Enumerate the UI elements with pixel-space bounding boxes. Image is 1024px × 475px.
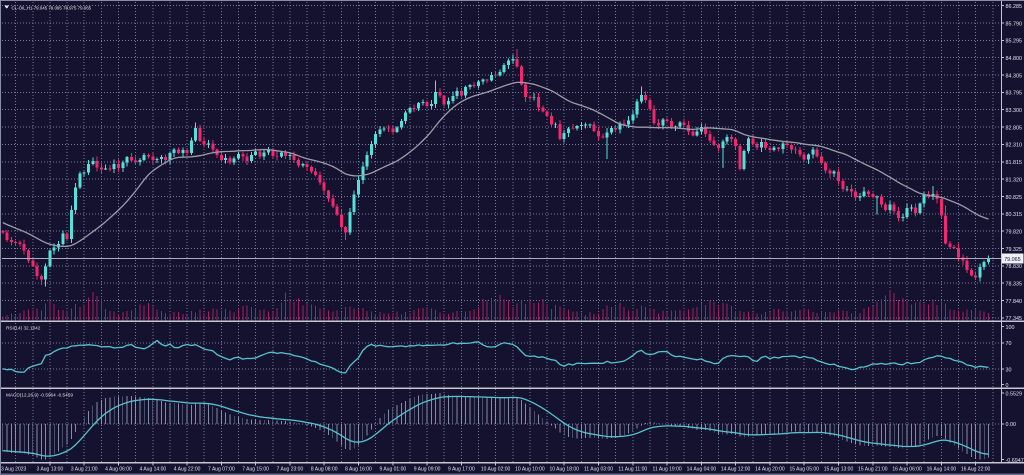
svg-text:15 Aug 21:00: 15 Aug 21:00 <box>858 467 888 473</box>
svg-text:85.295: 85.295 <box>1006 39 1023 45</box>
svg-text:85.790: 85.790 <box>1006 21 1023 27</box>
svg-text:CL-OIL,H1 79.045 79.095 78.97: CL-OIL,H1 79.045 79.095 78.975 79.065 <box>12 5 92 10</box>
svg-text:3 Aug 13:00: 3 Aug 13:00 <box>37 467 64 473</box>
svg-text:15 Aug 05:00: 15 Aug 05:00 <box>789 467 819 473</box>
svg-text:0.5529: 0.5529 <box>1006 391 1023 397</box>
svg-text:11 Aug 11:00: 11 Aug 11:00 <box>618 467 647 473</box>
svg-text:70: 70 <box>1006 341 1012 347</box>
svg-text:10 Aug 18:00: 10 Aug 18:00 <box>549 467 579 473</box>
svg-text:16 Aug 06:00: 16 Aug 06:00 <box>892 467 922 473</box>
svg-text:4 Aug 06:00: 4 Aug 06:00 <box>105 467 132 473</box>
svg-text:7 Aug 23:00: 7 Aug 23:00 <box>277 467 304 473</box>
svg-text:4 Aug 14:00: 4 Aug 14:00 <box>139 467 166 473</box>
svg-text:82.805: 82.805 <box>1006 125 1023 131</box>
svg-text:MACD(12,26,9) -0.5964 -0.5459: MACD(12,26,9) -0.5964 -0.5459 <box>6 393 73 398</box>
svg-text:-0.6947: -0.6947 <box>1006 458 1024 464</box>
svg-text:0: 0 <box>1006 383 1009 389</box>
svg-text:81.815: 81.815 <box>1006 160 1023 166</box>
svg-text:84.800: 84.800 <box>1006 56 1023 62</box>
svg-text:7 Aug 15:00: 7 Aug 15:00 <box>242 467 269 473</box>
svg-text:4 Aug 22:00: 4 Aug 22:00 <box>174 467 201 473</box>
svg-text:9 Aug 09:00: 9 Aug 09:00 <box>414 467 441 473</box>
svg-text:78.335: 78.335 <box>1006 282 1023 288</box>
svg-text:14 Aug 12:00: 14 Aug 12:00 <box>721 467 751 473</box>
svg-text:83.795: 83.795 <box>1006 91 1023 97</box>
svg-text:100: 100 <box>1006 325 1015 331</box>
svg-text:84.305: 84.305 <box>1006 73 1023 79</box>
svg-text:11 Aug 19:00: 11 Aug 19:00 <box>653 467 682 473</box>
svg-text:15 Aug 13:00: 15 Aug 13:00 <box>824 467 854 473</box>
svg-text:0.00: 0.00 <box>1006 422 1017 428</box>
svg-text:83.300: 83.300 <box>1006 108 1023 114</box>
svg-text:79.065: 79.065 <box>1004 257 1021 263</box>
svg-text:77.345: 77.345 <box>1006 316 1023 322</box>
svg-text:9 Aug 17:00: 9 Aug 17:00 <box>448 467 475 473</box>
svg-text:14 Aug 04:00: 14 Aug 04:00 <box>687 467 717 473</box>
svg-text:79.325: 79.325 <box>1006 247 1023 253</box>
svg-text:7 Aug 07:00: 7 Aug 07:00 <box>208 467 235 473</box>
svg-text:80.315: 80.315 <box>1006 212 1023 218</box>
svg-text:30: 30 <box>1006 368 1012 374</box>
svg-text:77.840: 77.840 <box>1006 299 1023 305</box>
svg-text:8 Aug 08:00: 8 Aug 08:00 <box>311 467 338 473</box>
svg-text:79.820: 79.820 <box>1006 230 1023 236</box>
svg-text:11 Aug 03:00: 11 Aug 03:00 <box>584 467 613 473</box>
svg-text:16 Aug 22:00: 16 Aug 22:00 <box>961 467 991 473</box>
svg-text:81.320: 81.320 <box>1006 177 1023 183</box>
svg-text:16 Aug 14:00: 16 Aug 14:00 <box>927 467 957 473</box>
svg-text:78.830: 78.830 <box>1006 264 1023 270</box>
svg-text:82.310: 82.310 <box>1006 143 1023 149</box>
svg-text:10 Aug 10:00: 10 Aug 10:00 <box>515 467 545 473</box>
svg-text:RSI(14) 32.1042: RSI(14) 32.1042 <box>6 326 41 331</box>
svg-text:9 Aug 01:00: 9 Aug 01:00 <box>379 467 406 473</box>
svg-text:8 Aug 16:00: 8 Aug 16:00 <box>345 467 372 473</box>
svg-text:10 Aug 02:00: 10 Aug 02:00 <box>481 467 511 473</box>
svg-text:3 Aug 21:00: 3 Aug 21:00 <box>71 467 98 473</box>
svg-text:80.825: 80.825 <box>1006 195 1023 201</box>
svg-text:14 Aug 20:00: 14 Aug 20:00 <box>755 467 785 473</box>
svg-text:86.285: 86.285 <box>1006 4 1023 10</box>
svg-text:3 Aug 2023: 3 Aug 2023 <box>1 466 27 472</box>
